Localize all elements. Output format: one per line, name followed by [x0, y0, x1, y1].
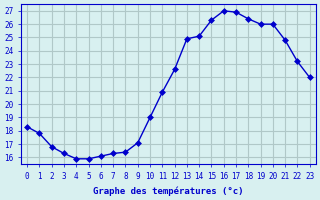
X-axis label: Graphe des températures (°c): Graphe des températures (°c): [93, 186, 244, 196]
